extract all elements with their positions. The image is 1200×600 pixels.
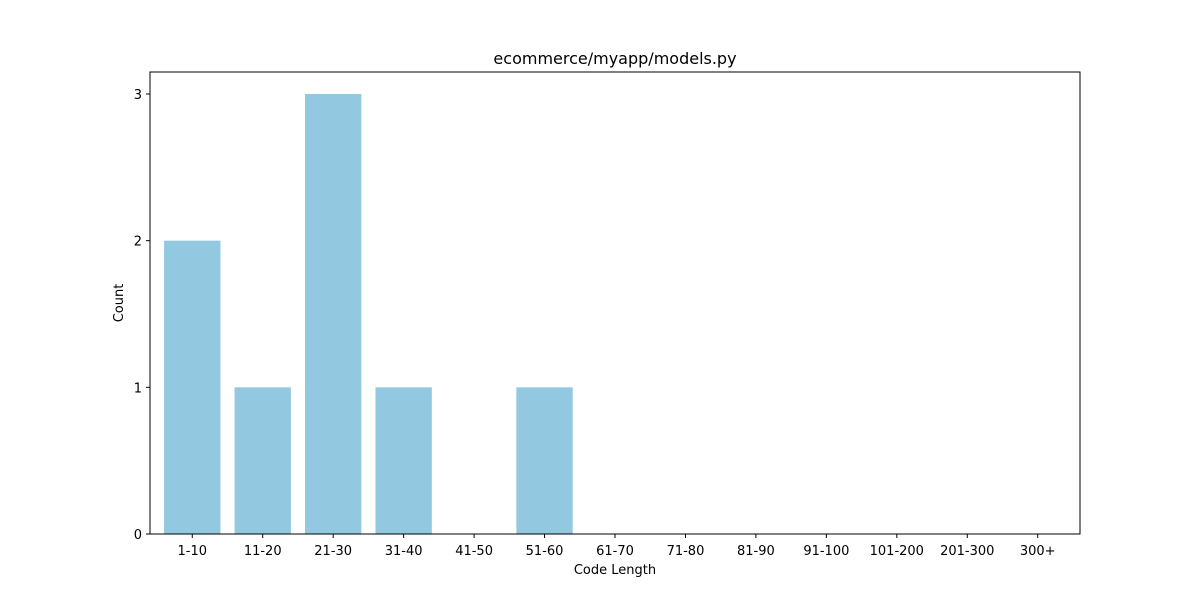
x-tick-label: 81-90 — [737, 544, 775, 559]
x-tick-label: 31-40 — [385, 544, 423, 559]
bar-11-20 — [234, 387, 291, 534]
y-tick-label: 1 — [134, 381, 142, 396]
x-tick-label: 71-80 — [667, 544, 705, 559]
x-tick-label: 61-70 — [596, 544, 634, 559]
bar-51-60 — [516, 387, 573, 534]
x-tick-label: 201-300 — [940, 544, 994, 559]
y-tick-label: 3 — [134, 88, 142, 103]
chart-title: ecommerce/myapp/models.py — [493, 49, 736, 68]
bar-31-40 — [375, 387, 432, 534]
y-axis-label: Count — [112, 284, 127, 323]
x-tick-label: 11-20 — [244, 544, 282, 559]
x-ticks-layer: 1-10 11-20 21-30 31-40 41-50 51-60 61-70 71-80 8… — [178, 534, 1056, 559]
x-tick-label: 41-50 — [455, 544, 493, 559]
x-tick-label: 21-30 — [314, 544, 352, 559]
x-tick-label: 1-10 — [178, 544, 208, 559]
x-tick-label: 101-200 — [870, 544, 924, 559]
y-ticks-layer: 0 1 2 3 — [134, 88, 150, 543]
y-tick-label: 0 — [134, 528, 142, 543]
bar-21-30 — [305, 94, 362, 534]
bars-layer — [164, 94, 573, 534]
bar-1-10 — [164, 240, 221, 534]
x-tick-label: 51-60 — [526, 544, 564, 559]
plot-area-frame — [149, 71, 1081, 535]
x-tick-label: 91-100 — [803, 544, 849, 559]
y-tick-label: 2 — [134, 235, 142, 250]
x-tick-label: 300+ — [1020, 544, 1056, 559]
x-axis-label: Code Length — [574, 563, 656, 578]
